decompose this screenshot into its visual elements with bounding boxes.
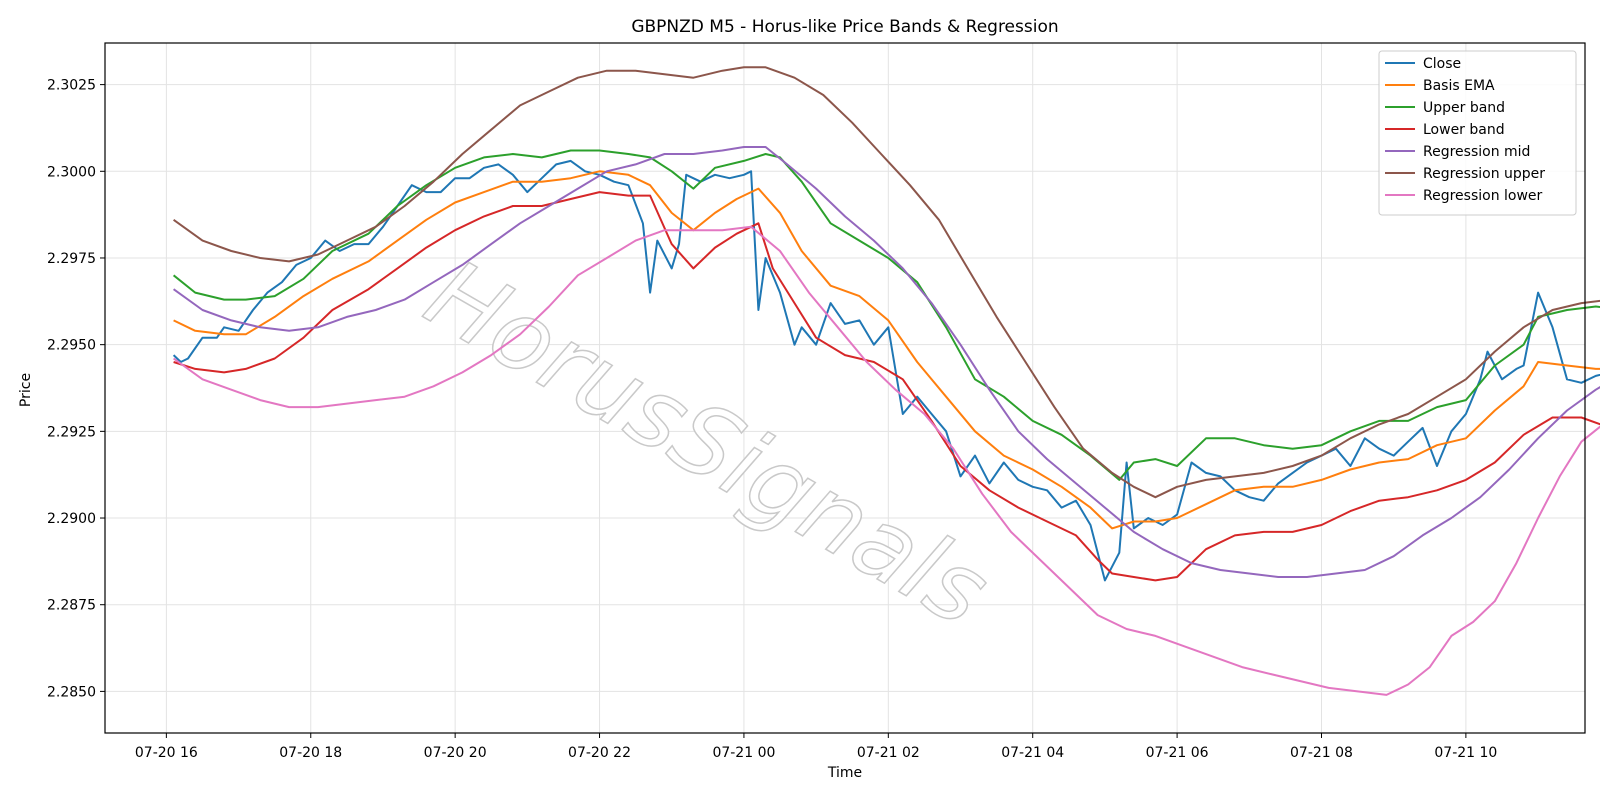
chart-title: GBPNZD M5 - Horus-like Price Bands & Reg…: [631, 17, 1058, 37]
y-tick-label: 2.2875: [47, 598, 96, 614]
y-tick-label: 2.2975: [47, 251, 96, 267]
legend-label-regression-mid: Regression mid: [1423, 144, 1530, 160]
x-tick-label: 07-20 22: [568, 745, 631, 761]
grid: [105, 43, 1585, 733]
y-tick-label: 2.2925: [47, 424, 96, 440]
legend-label-regression-upper: Regression upper: [1423, 166, 1545, 182]
series-line-close: [172, 159, 1600, 582]
x-tick-label: 07-20 18: [279, 745, 342, 761]
legend: Close Basis EMA Upper band Lower band Regres…: [1378, 50, 1577, 216]
legend-label-close: Close: [1423, 56, 1461, 72]
y-axis-title: Price: [18, 373, 34, 407]
x-tick-label: 07-21 10: [1434, 745, 1497, 761]
series-layer: [172, 66, 1600, 696]
x-tick-label: 07-20 20: [424, 745, 487, 761]
y-tick-label: 2.3025: [47, 78, 96, 94]
legend-label-lower-band: Lower band: [1423, 122, 1505, 138]
legend-label-basis-ema: Basis EMA: [1423, 78, 1495, 94]
y-tick-label: 2.2950: [47, 338, 96, 354]
y-tick-label: 2.2900: [47, 511, 96, 527]
y-axis: 2.2850 2.2875 2.2900 2.2925 2.2950 2.2975 2.30…: [47, 78, 105, 700]
x-tick-label: 07-21 06: [1146, 745, 1209, 761]
x-tick-label: 07-21 00: [712, 745, 775, 761]
legend-label-regression-lower: Regression lower: [1423, 188, 1543, 204]
x-tick-label: 07-20 16: [135, 745, 198, 761]
series-line-lower-band: [173, 191, 1600, 582]
x-axis: 07-20 16 07-20 18 07-20 20 07-20 22 07-21 00…: [135, 733, 1497, 761]
x-tick-label: 07-21 02: [857, 745, 920, 761]
series-line-regression-mid: [173, 146, 1600, 578]
y-tick-label: 2.3000: [47, 164, 96, 180]
series-line-basis-ema: [173, 170, 1600, 530]
legend-box: [1378, 50, 1577, 216]
series-line-regression-upper: [173, 66, 1600, 499]
series-line-regression-lower: [173, 225, 1600, 696]
series-line-upper-band: [172, 149, 1600, 481]
x-tick-label: 07-21 04: [1001, 745, 1064, 761]
x-axis-title: Time: [827, 765, 862, 781]
x-tick-label: 07-21 08: [1290, 745, 1353, 761]
y-tick-label: 2.2850: [47, 684, 96, 700]
legend-label-upper-band: Upper band: [1423, 100, 1505, 116]
plot-frame: [104, 42, 1586, 734]
